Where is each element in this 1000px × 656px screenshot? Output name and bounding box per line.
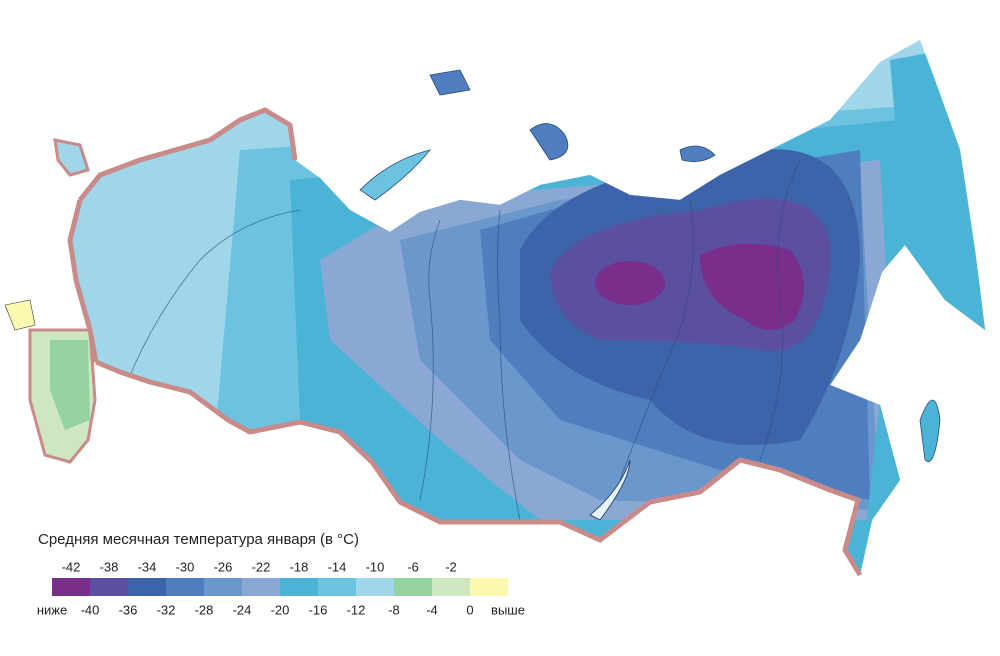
region-kaliningrad (53, 138, 90, 177)
legend-swatch (394, 578, 432, 596)
legend-swatch (432, 578, 470, 596)
legend-upper-label: -14 (328, 559, 347, 574)
legend-lower-label: -8 (388, 602, 400, 617)
legend-swatch (280, 578, 318, 596)
land-border-west (67, 199, 99, 363)
legend-upper-label: -10 (366, 559, 385, 574)
region-crimea (4, 299, 36, 331)
legend-lower-label: -12 (347, 602, 366, 617)
legend-lower-label: -32 (157, 602, 176, 617)
legend-swatch (128, 578, 166, 596)
land-border (78, 107, 863, 577)
island-new-siberian (679, 145, 716, 163)
legend-upper-label: -18 (290, 559, 309, 574)
legend-lower-label: -40 (81, 602, 100, 617)
island-sakhalin (919, 399, 941, 462)
legend-lower-label: -20 (271, 602, 290, 617)
legend-upper-label: -6 (407, 559, 419, 574)
legend-swatch (318, 578, 356, 596)
legend-upper-label: -30 (176, 559, 195, 574)
legend-upper-label: -22 (252, 559, 271, 574)
legend-swatch (166, 578, 204, 596)
legend-title: Средняя месячная температура января (в °… (38, 531, 359, 548)
legend-upper-label: -26 (214, 559, 233, 574)
legend-upper-label: -34 (138, 559, 157, 574)
legend-lower-label: -16 (309, 602, 328, 617)
legend-swatch (470, 578, 508, 596)
island-severnaya-zemlya (529, 123, 569, 161)
legend-swatch (356, 578, 394, 596)
legend-swatch (90, 578, 128, 596)
island-novaya-zemlya (359, 149, 432, 201)
legend-swatch (242, 578, 280, 596)
legend-upper-label: -42 (62, 559, 81, 574)
legend-swatch (204, 578, 242, 596)
legend-lower-label: -28 (195, 602, 214, 617)
legend-lower-label: -24 (233, 602, 252, 617)
legend-upper-label: -2 (445, 559, 457, 574)
legend-lower-label: ниже (37, 602, 67, 617)
legend-lower-label: 0 (466, 602, 473, 617)
legend-upper-label: -38 (100, 559, 119, 574)
legend-lower-label: -4 (426, 602, 438, 617)
legend-lower-label: выше (491, 602, 525, 617)
zone-mild (50, 340, 90, 430)
island-franz-josef (429, 69, 471, 96)
legend-swatch (52, 578, 90, 596)
legend-lower-label: -36 (119, 602, 138, 617)
